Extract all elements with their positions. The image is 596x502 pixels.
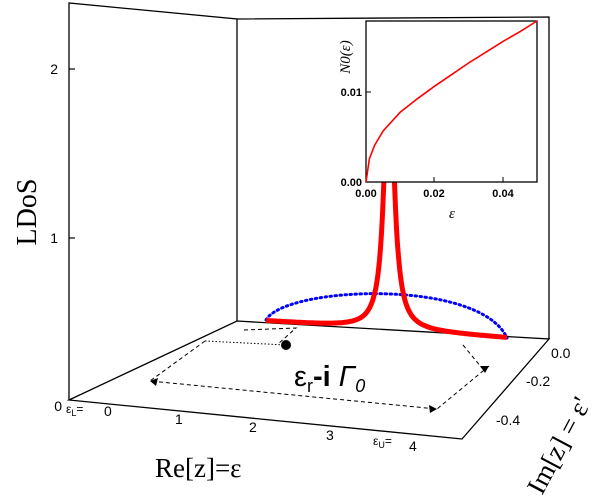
inset-x-tick-label: 0.04 [492, 188, 514, 200]
contour-top [243, 327, 298, 345]
x-tick-label: 1 [175, 411, 183, 427]
x-tick-label: 2 [249, 419, 257, 435]
band-edge-labels: εL= εU= [66, 402, 392, 450]
z-tick-label: 2 [50, 61, 58, 77]
x-tick-label: 3 [326, 427, 334, 443]
contour-return [462, 344, 483, 369]
blue-contour [264, 292, 509, 340]
y-tick-label: -0.2 [526, 373, 550, 389]
inset-frame [365, 20, 538, 183]
y-tick-label: 0.0 [551, 345, 571, 361]
z-axis: 2 1 0 LDoS [12, 61, 75, 414]
x-axis: 0 1 2 3 4 Re[z]=ε [104, 403, 417, 483]
left-back-wall [68, 2, 238, 400]
z-tick-label: 0 [54, 398, 62, 414]
pole-marker [281, 340, 291, 350]
inset-series-line [365, 20, 538, 183]
y-axis-label: Im[z] = ε' [521, 392, 596, 499]
inset-chart: 0.00 0.02 0.04 0.00 0.01 ε N0(ε) [338, 20, 538, 222]
inset-y-tick-label: 0.01 [341, 87, 362, 99]
x-tick-label: 4 [409, 438, 417, 454]
floor-plane [66, 320, 551, 440]
inset-x-tick-label: 0.00 [355, 188, 376, 200]
x-tick-label: 0 [104, 403, 112, 419]
contour-dotted-ref [204, 340, 287, 346]
y-tick-label: -0.4 [496, 412, 520, 428]
z-axis-label: LDoS [12, 179, 43, 246]
x-axis-label: Re[z]=ε [155, 453, 242, 483]
inset-x-label: ε [449, 206, 455, 222]
arrow-head [480, 366, 489, 373]
contour-path [148, 340, 490, 410]
pole-label: εr-i Γ0 [294, 361, 365, 396]
z-tick-label: 1 [50, 230, 58, 246]
band-edge-lower: εL= [66, 402, 83, 418]
integration-contour [148, 327, 490, 413]
inset-y-label: N0(ε) [338, 40, 354, 74]
band-edge-upper: εU= [373, 434, 392, 450]
y-axis: 0.0 -0.2 -0.4 Im[z] = ε' [496, 345, 596, 499]
box-frame [66, 2, 551, 440]
arrow-head [429, 405, 437, 413]
right-back-wall [236, 16, 550, 339]
inset-x-tick-label: 0.02 [423, 188, 444, 200]
arrow-head [150, 378, 158, 386]
inset-y-tick-label: 0.00 [341, 177, 362, 189]
